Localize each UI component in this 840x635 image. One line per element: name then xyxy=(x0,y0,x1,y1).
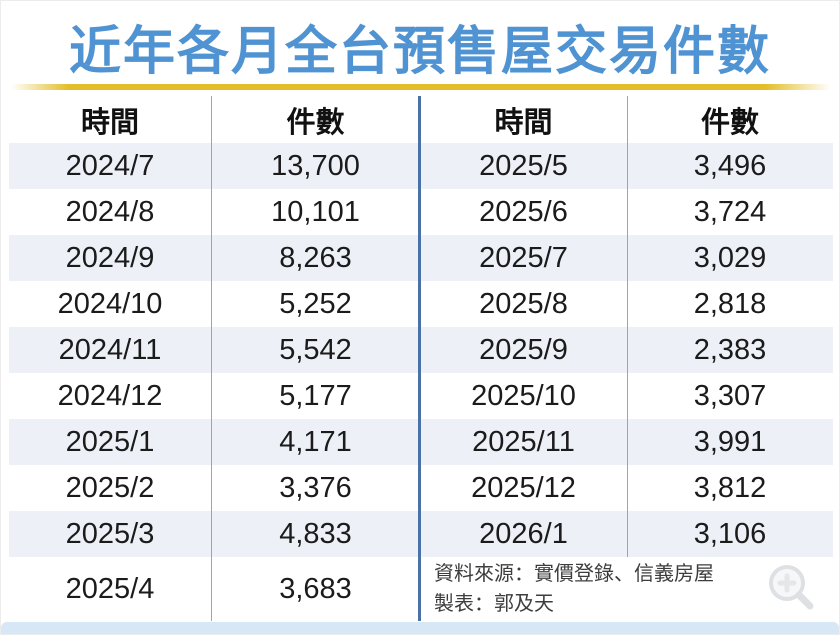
count-cell: 13,700 xyxy=(271,149,360,182)
count-cell: 3,683 xyxy=(279,572,352,605)
time-cell: 2025/12 xyxy=(471,471,576,504)
header-count-left: 件數 xyxy=(286,106,345,139)
title-divider-rule xyxy=(11,84,831,90)
count-cell: 2,818 xyxy=(693,287,767,320)
time-cell: 2025/4 xyxy=(65,572,155,605)
table-row: 2025/1 4,171 2025/11 3,991 xyxy=(9,419,833,465)
time-cell: 2025/2 xyxy=(65,471,155,504)
header-time-right: 時間 xyxy=(494,106,553,139)
time-cell: 2025/11 xyxy=(472,425,575,458)
count-cell: 10,101 xyxy=(271,195,360,228)
time-cell: 2024/10 xyxy=(57,287,163,320)
count-cell: 3,106 xyxy=(693,517,767,550)
page-title: 近年各月全台預售屋交易件數 xyxy=(68,23,771,81)
table-row: 2025/3 4,833 2026/1 3,106 xyxy=(9,511,833,557)
table-row: 2024/7 13,700 2025/5 3,496 xyxy=(9,143,833,189)
time-cell: 2024/8 xyxy=(65,195,155,228)
column-divider-right xyxy=(627,96,628,557)
time-cell: 2025/3 xyxy=(65,517,155,550)
time-cell: 2024/11 xyxy=(58,333,162,366)
count-cell: 4,833 xyxy=(279,517,352,550)
count-cell: 3,724 xyxy=(693,195,767,228)
time-cell: 2026/1 xyxy=(479,517,568,550)
count-cell: 3,307 xyxy=(693,379,767,412)
count-cell: 2,383 xyxy=(693,333,767,366)
count-cell: 3,376 xyxy=(279,471,352,504)
header-time-left: 時間 xyxy=(80,106,139,139)
table-divider-middle xyxy=(418,96,421,621)
count-cell: 3,812 xyxy=(693,471,767,504)
time-cell: 2024/12 xyxy=(57,379,163,412)
time-cell: 2025/9 xyxy=(479,333,568,366)
table-last-row: 2025/4 3,683 資料來源：實價登錄、信義房屋 製表：郭及天 xyxy=(9,557,833,621)
time-cell: 2025/5 xyxy=(479,149,568,182)
time-cell: 2025/6 xyxy=(479,195,568,228)
count-cell: 3,496 xyxy=(693,149,767,182)
count-cell: 5,252 xyxy=(279,287,352,320)
header-count-right: 件數 xyxy=(700,106,759,139)
time-cell: 2025/10 xyxy=(471,379,576,412)
table-row: 2024/9 8,263 2025/7 3,029 xyxy=(9,235,833,281)
table-row: 2024/10 5,252 2025/8 2,818 xyxy=(9,281,833,327)
magnifier-plus-icon[interactable] xyxy=(763,559,819,615)
time-cell: 2024/9 xyxy=(65,241,155,274)
time-cell: 2025/7 xyxy=(479,241,568,274)
transactions-table: 時間 件數 時間 件數 2024/7 13,700 2025/5 3,496 2… xyxy=(9,96,833,621)
source-text: 資料來源：實價登錄、信義房屋 xyxy=(434,563,714,585)
table-row: 2025/2 3,376 2025/12 3,812 xyxy=(9,465,833,511)
count-cell: 5,177 xyxy=(279,379,352,412)
time-cell: 2025/1 xyxy=(65,425,155,458)
bottom-accent-strip xyxy=(1,622,839,634)
source-note: 資料來源：實價登錄、信義房屋 製表：郭及天 xyxy=(420,557,833,621)
credit-text: 製表：郭及天 xyxy=(434,593,554,615)
column-divider-left xyxy=(211,96,212,621)
table-header-row: 時間 件數 時間 件數 xyxy=(9,96,833,143)
count-cell: 3,029 xyxy=(693,241,767,274)
count-cell: 3,991 xyxy=(693,425,767,458)
time-cell: 2024/7 xyxy=(65,149,155,182)
count-cell: 8,263 xyxy=(279,241,352,274)
table-row: 2024/8 10,101 2025/6 3,724 xyxy=(9,189,833,235)
time-cell: 2025/8 xyxy=(479,287,568,320)
count-cell: 4,171 xyxy=(279,425,352,458)
table-row: 2024/11 5,542 2025/9 2,383 xyxy=(9,327,833,373)
table-row: 2024/12 5,177 2025/10 3,307 xyxy=(9,373,833,419)
count-cell: 5,542 xyxy=(279,333,352,366)
